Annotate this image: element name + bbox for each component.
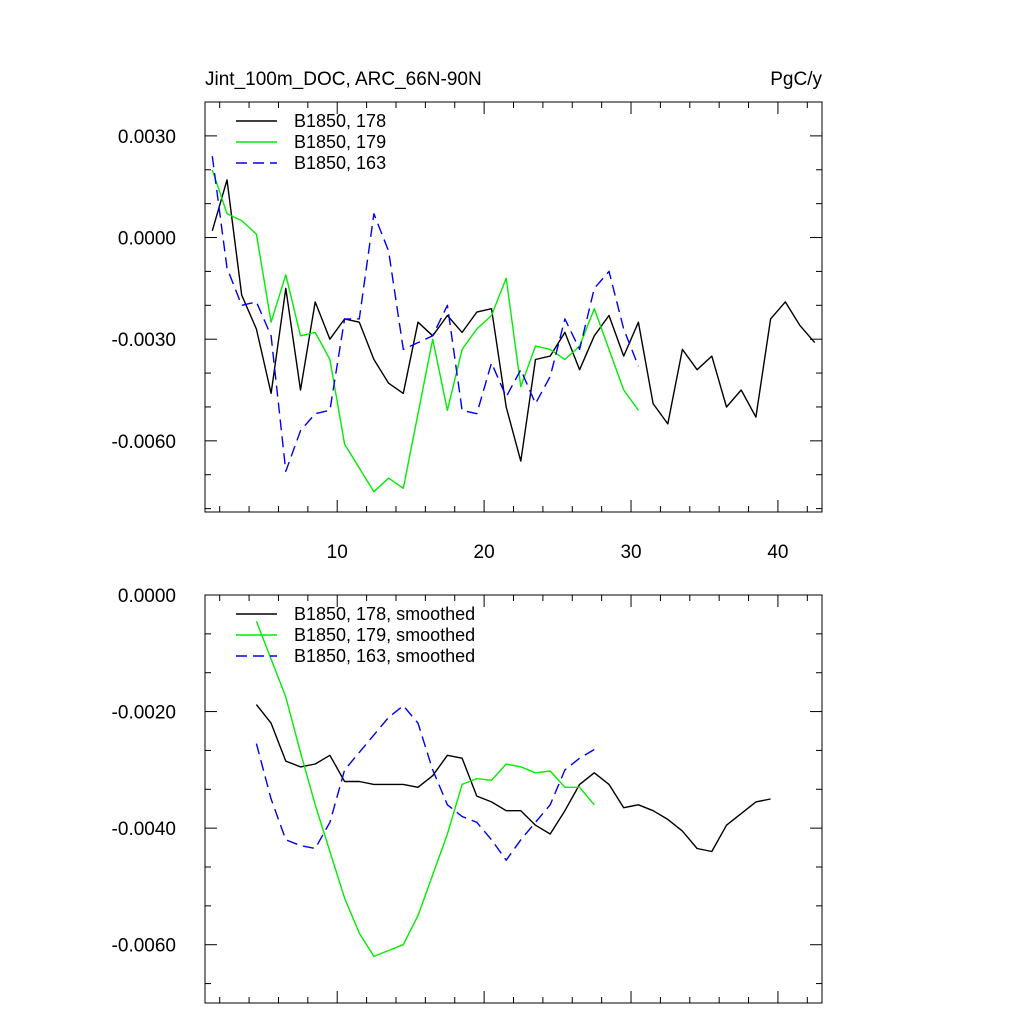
bottom-panel: 0.0000 -0.0020 -0.0040 -0.0060 B1850, 178, s… bbox=[112, 586, 823, 1004]
top-legend-label-1: B1850, 178 bbox=[294, 111, 386, 131]
top-series-line-1 bbox=[211, 179, 816, 462]
bottom-y-tick-label: -0.0060 bbox=[112, 936, 176, 957]
bottom-legend-label-1: B1850, 178, smoothed bbox=[294, 604, 475, 624]
top-y-tick-label: -0.0030 bbox=[112, 330, 176, 351]
top-x-tick-label: 30 bbox=[620, 542, 641, 563]
bottom-legend-label-2: B1850, 179, smoothed bbox=[294, 625, 475, 645]
top-panel: 10 20 30 40 0.0030 0.0000 -0.0030 -0.0060 Jint_1… bbox=[112, 69, 823, 563]
top-units-label: PgC/y bbox=[770, 69, 822, 90]
top-legend-label-3: B1850, 163 bbox=[294, 153, 386, 173]
top-series-line-2 bbox=[211, 169, 639, 493]
bottom-series-line-2 bbox=[255, 620, 595, 958]
top-y-tick-label: -0.0060 bbox=[112, 432, 176, 453]
top-x-tick-label: 10 bbox=[327, 542, 348, 563]
bottom-y-tick-label: 0.0000 bbox=[118, 586, 176, 607]
top-y-tick-label: 0.0000 bbox=[118, 229, 176, 250]
bottom-y-tick-label: -0.0020 bbox=[112, 703, 176, 724]
bottom-series-line-1 bbox=[255, 704, 771, 853]
bottom-y-tick-label: -0.0040 bbox=[112, 819, 176, 840]
top-x-tick-label: 20 bbox=[474, 542, 495, 563]
bottom-legend-label-3: B1850, 163, smoothed bbox=[294, 646, 475, 666]
bottom-series-line-3 bbox=[255, 705, 595, 861]
top-series-line-3 bbox=[211, 156, 640, 472]
top-legend-label-2: B1850, 179 bbox=[294, 132, 386, 152]
top-chart-title: Jint_100m_DOC, ARC_66N-90N bbox=[205, 69, 482, 90]
top-y-tick-label: 0.0030 bbox=[118, 127, 176, 148]
top-x-tick-label: 40 bbox=[767, 542, 788, 563]
